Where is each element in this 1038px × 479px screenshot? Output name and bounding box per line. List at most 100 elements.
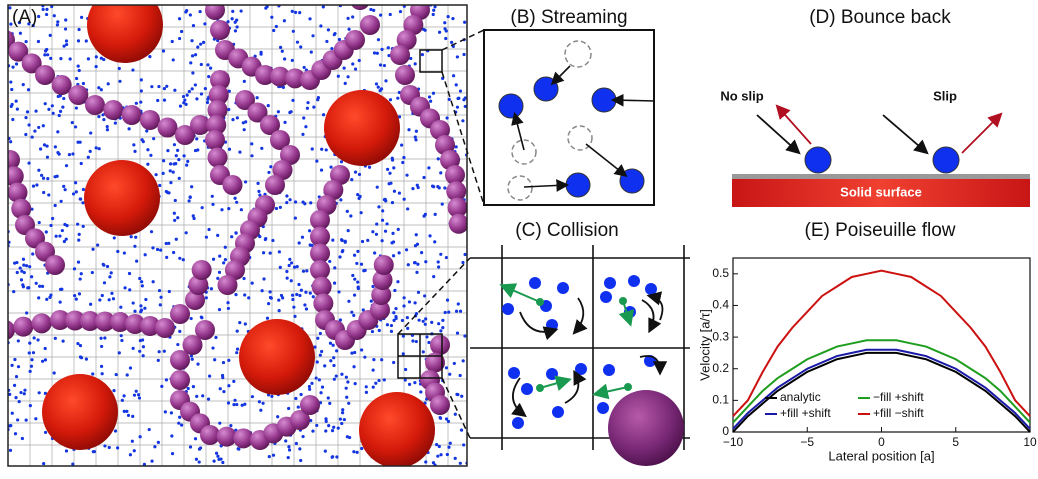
solvent-particle (210, 194, 214, 198)
solvent-particle (30, 358, 34, 362)
solvent-particle (25, 110, 30, 114)
solvent-particle (406, 263, 410, 267)
solvent-particle (345, 395, 349, 399)
solvent-particle (447, 445, 451, 449)
solvent-particle (27, 22, 31, 26)
solvent-particle (267, 455, 271, 459)
solvent-particle (99, 336, 103, 340)
solvent-particle (243, 180, 248, 184)
solvent-particle (207, 75, 211, 79)
solvent-particle (297, 241, 301, 245)
solvent-particle (255, 96, 259, 100)
solvent-particle (312, 105, 316, 109)
solvent-particle (189, 316, 193, 321)
solvent-particle (9, 424, 13, 428)
solvent-particle (109, 271, 113, 275)
colloid (87, 5, 163, 63)
solvent-particle (235, 116, 239, 120)
label: Slip (933, 88, 957, 103)
solvent-particle (100, 372, 104, 376)
solvent-particle (371, 368, 375, 372)
solvent-particle (50, 5, 54, 9)
solvent-particle (340, 421, 344, 426)
solvent-particle (405, 173, 409, 177)
solvent-particle (380, 239, 384, 243)
solvent-particle (76, 222, 80, 226)
solvent-particle (432, 185, 436, 189)
solvent-particle (12, 383, 17, 387)
solvent-particle (45, 144, 49, 148)
solvent-particle (388, 171, 392, 175)
solvent-particle (260, 289, 264, 293)
x-tick-label: 10 (1023, 435, 1037, 449)
solvent-particle (217, 270, 222, 274)
solvent-particle (16, 339, 20, 343)
solvent-particle (78, 197, 82, 201)
solvent-particle (238, 321, 242, 325)
solvent-particle (332, 281, 337, 285)
solvent-particle (198, 9, 202, 14)
solvent-particle (437, 444, 441, 449)
solvent-particle (403, 378, 407, 382)
solvent-particle (356, 285, 360, 289)
solvent-particle (380, 358, 384, 362)
solvent-particle (9, 80, 13, 84)
zoom-line (441, 71, 485, 206)
solvent-particle (463, 20, 467, 24)
solvent-particle (235, 200, 239, 204)
solvent-particle (128, 366, 133, 370)
solvent-particle (307, 229, 312, 233)
solvent-particle (443, 27, 447, 31)
solvent-particle (299, 45, 303, 49)
polymer-bead (316, 195, 337, 215)
solvent-particle (377, 378, 381, 383)
solvent-particle (44, 12, 49, 17)
solvent-particle (457, 96, 461, 100)
solvent-particle (99, 88, 103, 92)
solvent-particle (194, 457, 199, 461)
solvent-particle (101, 262, 105, 266)
solvent-particle (207, 227, 211, 232)
zoom-box (419, 49, 443, 73)
solvent-particle (330, 429, 335, 433)
solvent-particle (43, 430, 48, 435)
solvent-particle (385, 222, 389, 226)
polymer-bead (207, 100, 228, 120)
solvent-particle (378, 63, 383, 67)
solvent-particle (401, 334, 405, 338)
solvent-particle (351, 273, 355, 278)
polymer-bead (68, 85, 89, 105)
polymer-bead (170, 370, 190, 390)
solvent-particle (295, 40, 300, 44)
solvent-particle (423, 212, 427, 217)
chart: 0 0.1 0.2 0.3 0.4 0.5 −10 −5 0 5 10 Lateral positio… (697, 257, 1037, 463)
solvent-particle (91, 450, 95, 454)
solvent-particle (35, 183, 39, 187)
solvent-particle (140, 280, 144, 284)
bounce-back-diagram (732, 104, 1030, 207)
solvent-particle (79, 161, 83, 166)
solvent-particle (166, 149, 170, 153)
solvent-particle (391, 254, 396, 258)
solvent-particle (386, 46, 390, 50)
solvent-particle (372, 51, 377, 55)
solvent-particle (211, 257, 216, 261)
solvent-particle (304, 307, 309, 311)
solvent-particle (407, 382, 412, 386)
solvent-particle (301, 269, 306, 273)
solvent-particle (416, 262, 420, 266)
solvent-particle (308, 17, 312, 21)
polymer-bead (448, 213, 467, 234)
solvent-particle (37, 296, 41, 300)
solvent-particle (414, 129, 418, 133)
solvent-particle (172, 162, 176, 166)
solvent-particle (310, 381, 314, 385)
solvent-particle (445, 116, 449, 120)
solvent-particle (356, 280, 360, 284)
solvent-particle (419, 390, 423, 394)
polymer-bead (110, 312, 130, 332)
solvent-particle (421, 319, 425, 323)
y-tick-label: 0.3 (712, 329, 729, 343)
y-tick-label: 0.5 (712, 266, 729, 280)
solvent-particle (49, 56, 53, 61)
